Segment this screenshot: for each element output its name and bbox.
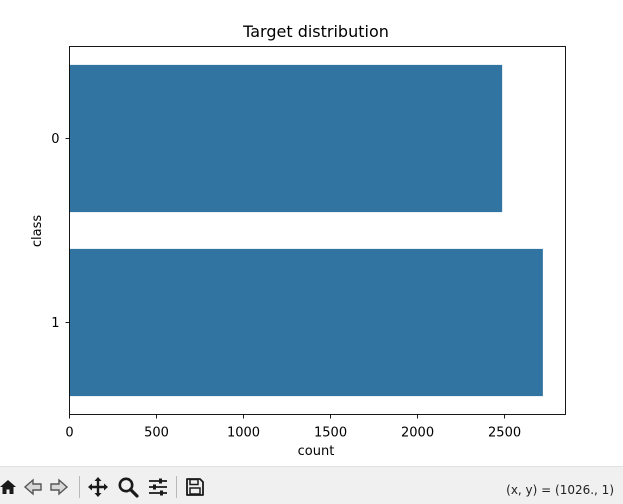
- x-axis-label: count: [298, 444, 335, 459]
- chart-title: Target distribution: [242, 22, 389, 41]
- save-icon: [186, 478, 204, 496]
- zoom-button[interactable]: [117, 476, 139, 498]
- x-tick-label: 0: [65, 426, 73, 441]
- y-tick-label: 1: [51, 316, 59, 331]
- back-button[interactable]: [22, 476, 44, 498]
- y-tick-label: 0: [51, 132, 59, 147]
- x-tick-label: 2000: [401, 426, 434, 441]
- pan-icon: [88, 477, 108, 497]
- figure-canvas[interactable]: 0 500 1000 1500 2000 2500 0 1 Target distribut…: [0, 0, 623, 466]
- cursor-coordinates: (x, y) = (1026., 1): [506, 483, 614, 497]
- pan-button[interactable]: [87, 476, 109, 498]
- save-button[interactable]: [184, 476, 206, 498]
- x-tick-label: 1000: [227, 426, 260, 441]
- forward-button[interactable]: [48, 476, 70, 498]
- plot-axes-frame: [69, 46, 566, 415]
- bar-class-1: [69, 248, 543, 397]
- y-axis-label: class: [30, 215, 45, 247]
- bar-class-0: [69, 64, 503, 213]
- forward-icon: [50, 478, 69, 496]
- x-tick-label: 1500: [314, 426, 347, 441]
- zoom-icon: [118, 477, 139, 498]
- bar-chart: 0 500 1000 1500 2000 2500 0 1 Target distribut…: [30, 22, 566, 459]
- back-icon: [23, 478, 42, 496]
- x-tick-label: 500: [144, 426, 169, 441]
- toolbar-separator: [79, 476, 80, 498]
- home-icon: [0, 480, 16, 494]
- navigation-toolbar: (x, y) = (1026., 1): [0, 466, 623, 504]
- x-tick-label: 2500: [488, 426, 521, 441]
- home-button[interactable]: [0, 476, 18, 498]
- configure-subplots-icon: [149, 478, 167, 496]
- toolbar-separator: [176, 476, 177, 498]
- configure-subplots-button[interactable]: [147, 476, 169, 498]
